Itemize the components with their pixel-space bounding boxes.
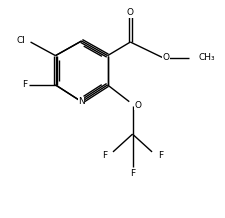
Text: F: F bbox=[22, 80, 28, 89]
Text: F: F bbox=[102, 151, 107, 160]
Text: O: O bbox=[126, 8, 133, 17]
Text: O: O bbox=[134, 101, 141, 110]
Text: F: F bbox=[129, 169, 135, 178]
Text: Cl: Cl bbox=[16, 36, 25, 46]
Text: CH₃: CH₃ bbox=[198, 53, 214, 62]
Text: N: N bbox=[78, 97, 85, 106]
Text: O: O bbox=[162, 53, 169, 62]
Text: F: F bbox=[157, 151, 162, 160]
